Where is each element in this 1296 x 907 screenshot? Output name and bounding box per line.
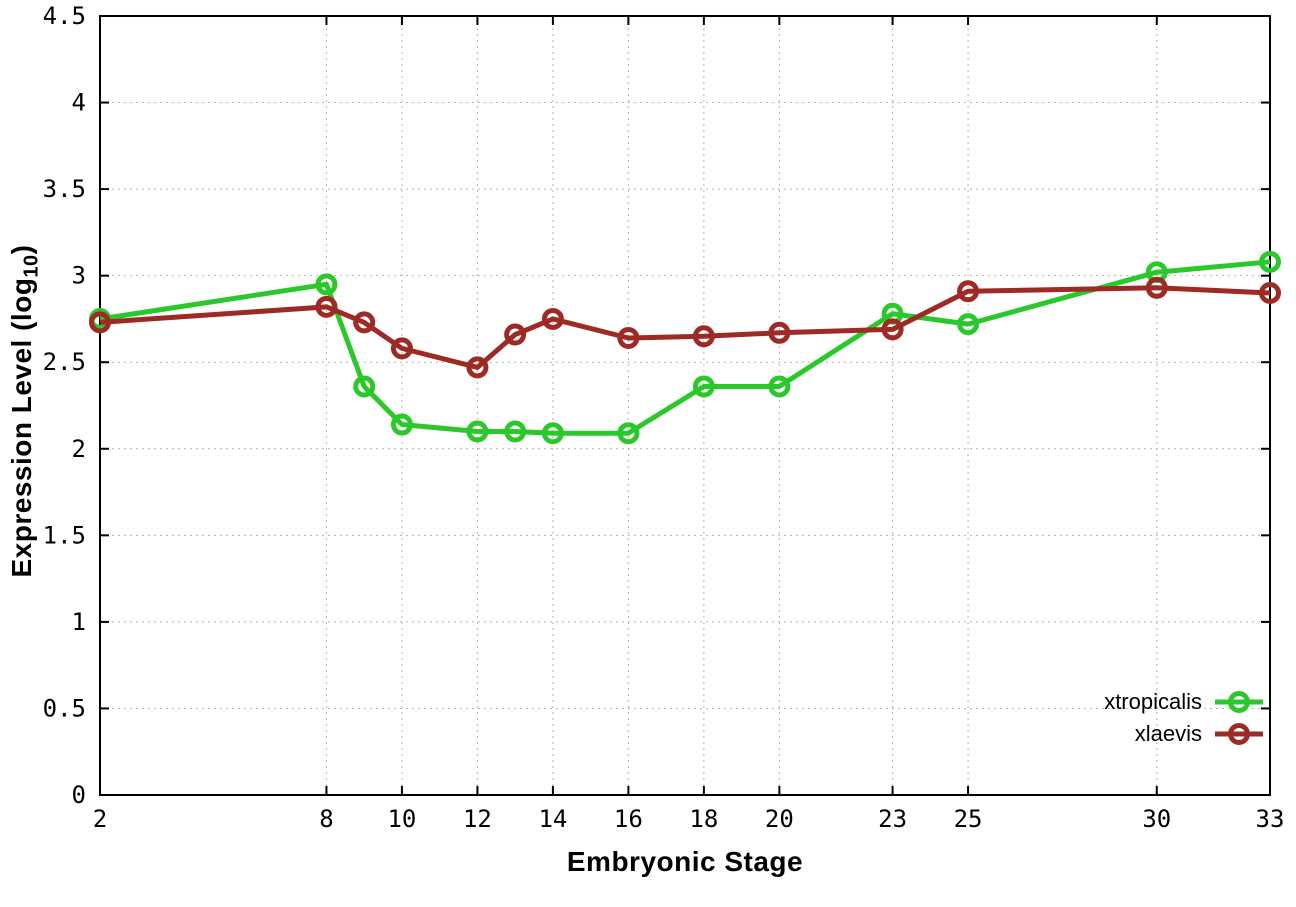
legend-label-xtropicalis: xtropicalis (1104, 689, 1202, 714)
data-point-xtropicalis (504, 420, 527, 443)
data-point-xlaevis (89, 311, 111, 334)
x-tick-labels: 2 8 10 12 14 16 18 20 23 25 30 33 (93, 805, 1285, 833)
x-tick-label: 25 (954, 805, 983, 833)
y-tick-label: 0.5 (43, 694, 86, 722)
series-line-xlaevis (99, 285, 1271, 370)
data-point-xtropicalis (1259, 250, 1281, 273)
data-point-xlaevis (353, 311, 376, 334)
data-point-xtropicalis (315, 273, 338, 296)
data-point-xlaevis (768, 321, 791, 344)
data-point-xtropicalis (957, 313, 980, 336)
data-point-xtropicalis (692, 375, 715, 398)
x-tick-label: 33 (1256, 805, 1285, 833)
y-tick-label: 4 (72, 89, 86, 117)
y-axis-title-suffix: ) (6, 244, 37, 255)
data-point-xlaevis (315, 295, 338, 318)
data-point-xtropicalis (617, 422, 640, 445)
data-point-xtropicalis (466, 420, 489, 443)
data-point-xtropicalis (353, 375, 376, 398)
legend-marker-xlaevis-icon (1215, 723, 1263, 745)
y-tick-label: 1.5 (43, 521, 86, 549)
y-axis-title: Expression Level (log10) (6, 11, 46, 811)
data-point-xlaevis (881, 318, 904, 341)
data-point-xlaevis (504, 323, 527, 346)
y-tick-label: 2.5 (43, 348, 86, 376)
data-point-xlaevis (957, 280, 980, 303)
x-tick-label: 2 (93, 805, 107, 833)
data-point-xlaevis (617, 326, 640, 349)
data-point-xlaevis (390, 337, 413, 360)
y-tick-label: 1 (72, 608, 86, 636)
data-point-xlaevis (1145, 276, 1168, 299)
x-tick-label: 8 (319, 805, 333, 833)
x-tick-label: 18 (689, 805, 718, 833)
x-tick-label: 20 (765, 805, 794, 833)
series-xtropicalis (89, 250, 1281, 445)
y-tick-label: 4.5 (43, 2, 86, 30)
plot-border (99, 15, 1271, 796)
data-point-xlaevis (541, 307, 564, 330)
data-point-xlaevis (466, 356, 489, 379)
legend-item-xlaevis: xlaevis (1135, 719, 1264, 749)
y-tick-label: 3 (72, 262, 86, 290)
x-tick-label: 23 (878, 805, 907, 833)
axis-ticks (99, 15, 1271, 796)
y-axis-title-subscript: 10 (20, 254, 43, 278)
x-tick-label: 14 (538, 805, 567, 833)
data-point-xtropicalis (768, 375, 791, 398)
data-point-xtropicalis (390, 413, 413, 436)
x-tick-label: 12 (463, 805, 492, 833)
data-point-xlaevis (692, 325, 715, 348)
legend-item-xtropicalis: xtropicalis (1104, 687, 1264, 717)
series-xlaevis (89, 276, 1281, 379)
y-axis-title-prefix: Expression Level (log (6, 277, 37, 578)
x-tick-label: 30 (1142, 805, 1171, 833)
y-tick-label: 3.5 (43, 175, 86, 203)
data-point-xlaevis (1259, 281, 1281, 304)
data-point-xtropicalis (541, 422, 564, 445)
legend-marker-xtropicalis-icon (1215, 691, 1263, 713)
x-tick-label: 10 (387, 805, 416, 833)
legend-label-xlaevis: xlaevis (1134, 721, 1202, 746)
gridlines (99, 15, 1271, 796)
x-axis-title: Embryonic Stage (566, 846, 804, 877)
y-tick-label: 0 (72, 781, 86, 809)
y-tick-label: 2 (72, 435, 86, 463)
y-tick-labels: 0 0.5 1 1.5 2 2.5 3 3.5 4 4.5 (43, 2, 86, 809)
x-tick-label: 16 (614, 805, 643, 833)
